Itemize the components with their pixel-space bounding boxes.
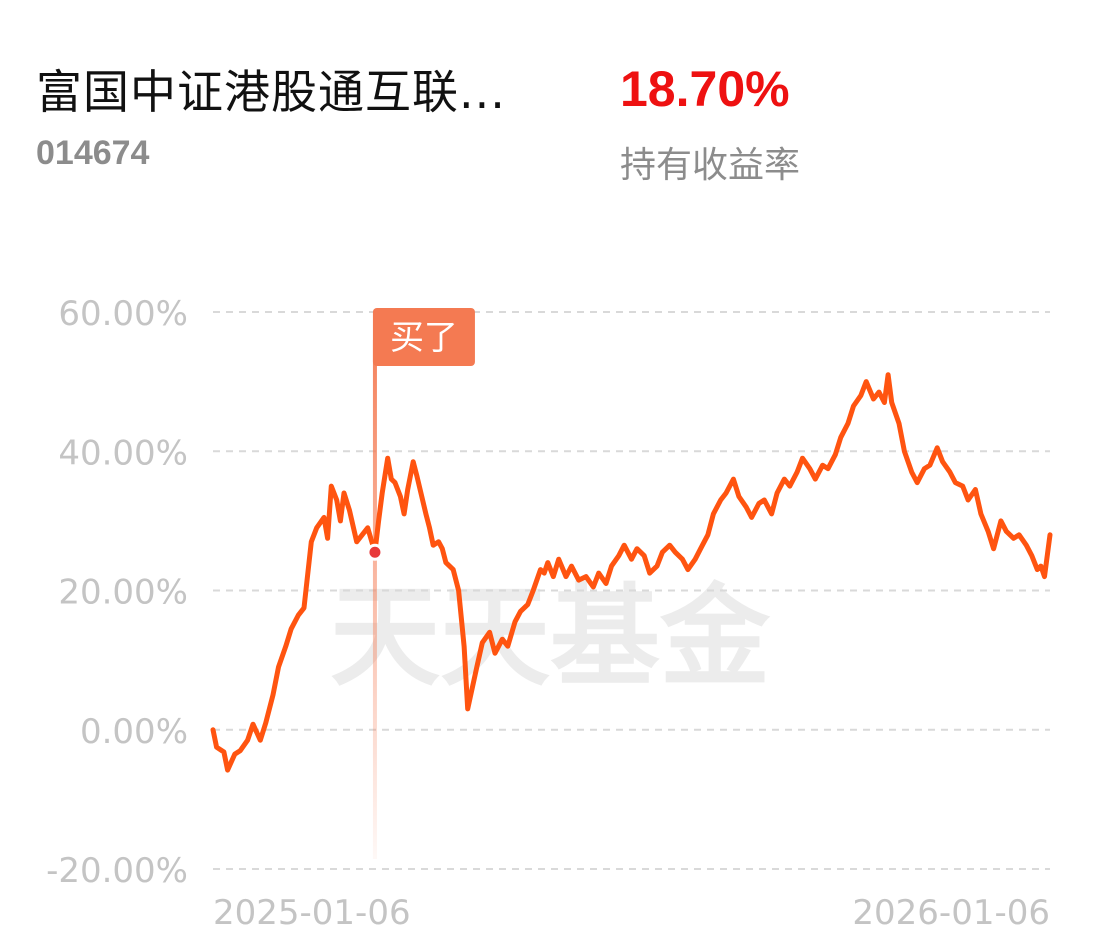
buy-point-dot bbox=[366, 543, 384, 561]
buy-marker-line bbox=[372, 340, 377, 859]
y-tick-label: -20.00% bbox=[46, 851, 188, 891]
fund-name: 富国中证港股通互联... bbox=[36, 65, 506, 119]
x-tick-label: 2026-01-06 bbox=[852, 893, 1050, 933]
buy-marker-badge[interactable] bbox=[372, 308, 475, 366]
holding-return-value: 18.70% bbox=[620, 61, 790, 117]
y-tick-label: 0.00% bbox=[80, 712, 188, 752]
series-line bbox=[210, 372, 1053, 773]
y-tick-label: 20.00% bbox=[58, 573, 188, 613]
holding-return-label: 持有收益率 bbox=[620, 145, 801, 186]
x-tick-label: 2025-01-06 bbox=[213, 893, 411, 933]
y-tick-label: 60.00% bbox=[58, 294, 188, 334]
fund-code: 014674 bbox=[36, 134, 150, 172]
watermark: 天天基金 bbox=[330, 573, 771, 701]
buy-marker-label: 买了 bbox=[390, 318, 458, 358]
y-tick-label: 40.00% bbox=[58, 433, 188, 473]
